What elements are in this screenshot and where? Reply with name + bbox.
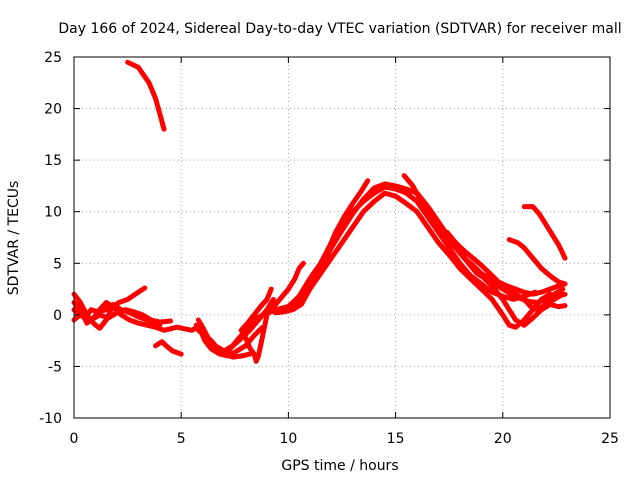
y-tick-label: 0 <box>53 308 62 324</box>
x-tick-label: 25 <box>601 431 619 447</box>
series-line-arc-k <box>243 300 276 364</box>
y-tick-label: 10 <box>44 205 62 221</box>
y-tick-label: 20 <box>44 102 62 118</box>
series-layer <box>71 59 568 364</box>
chart-title: Day 166 of 2024, Sidereal Day-to-day VTE… <box>58 21 621 37</box>
grid <box>74 57 610 418</box>
x-tick-label: 15 <box>387 431 405 447</box>
series-line-arc-f <box>153 339 184 357</box>
series-line-arc-e <box>71 307 173 325</box>
series-line-arc-j <box>225 300 300 354</box>
y-tick-label: -10 <box>39 411 62 427</box>
series-line-arc-a <box>125 59 167 132</box>
y-tick-label: -5 <box>48 359 62 375</box>
series-line-arc-n <box>273 178 371 316</box>
y-tick-label: 25 <box>44 50 62 66</box>
x-tick-label: 5 <box>177 431 186 447</box>
series-line-arc-u <box>521 204 568 261</box>
x-axis-label: GPS time / hours <box>281 458 398 474</box>
series-line-arc-v <box>506 237 568 287</box>
series-line-arc-b <box>71 285 148 331</box>
x-tick-label: 0 <box>70 431 79 447</box>
series-line-arc-l <box>238 286 274 333</box>
series-line-arc-q <box>307 190 568 330</box>
y-axis-label: SDTVAR / TECUs <box>6 181 22 296</box>
axis-ticks: 0 5 10 15 20 25 -10 -5 0 5 10 15 20 25 <box>39 50 619 447</box>
x-tick-label: 10 <box>279 431 297 447</box>
y-tick-label: 5 <box>53 256 62 272</box>
series-line-arc-m <box>268 260 306 313</box>
x-tick-label: 20 <box>494 431 512 447</box>
y-tick-label: 15 <box>44 153 62 169</box>
series-line-arc-s <box>444 229 568 297</box>
series-line-arc-t <box>457 248 566 305</box>
plot-frame <box>73 56 611 419</box>
